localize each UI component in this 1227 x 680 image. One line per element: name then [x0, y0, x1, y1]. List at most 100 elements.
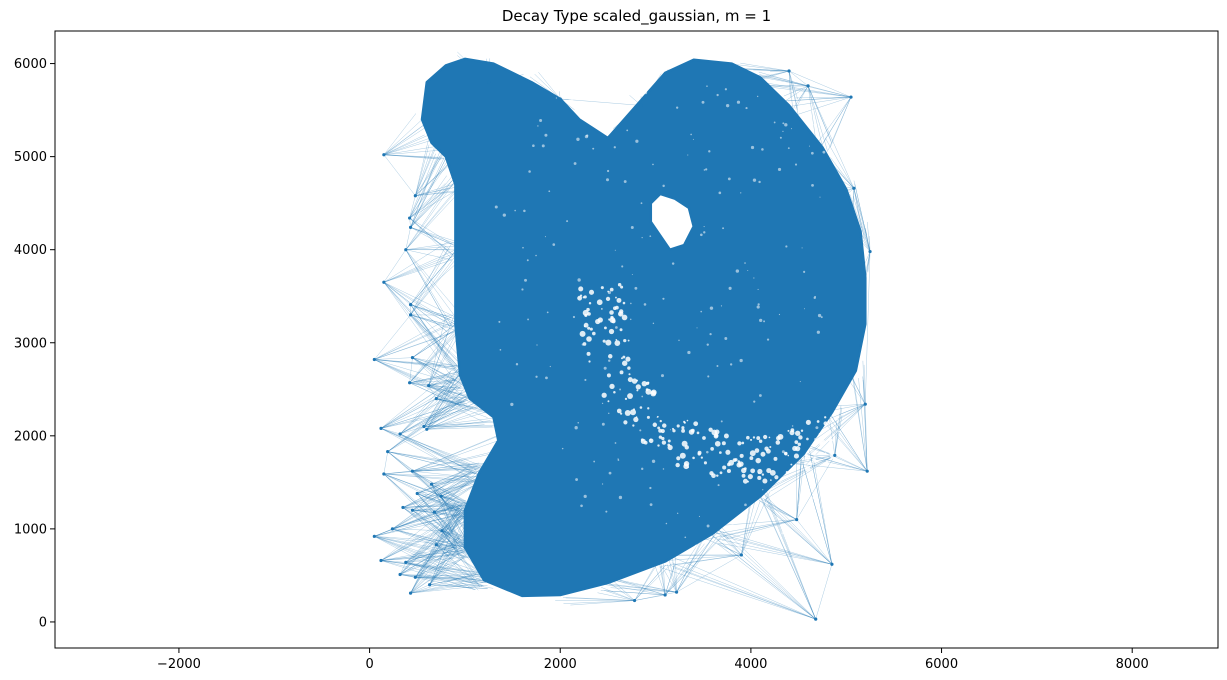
gap-dot-186 [613, 306, 617, 311]
left-edge-22-1-4 [440, 470, 485, 497]
gap-dot-69 [616, 297, 622, 303]
gap-speck-126 [717, 484, 720, 487]
right-edge-12-0-2 [667, 564, 677, 593]
gap-dot-223 [747, 474, 753, 480]
gap-dot-115 [738, 461, 744, 467]
right-edge-16-2-1 [534, 74, 561, 100]
gap-speck-130 [669, 429, 671, 431]
gap-speck-81 [527, 318, 529, 321]
gap-dot-92 [790, 463, 793, 466]
gap-dot-158 [774, 475, 779, 480]
left-edge-14-2-2 [400, 433, 475, 474]
right-edge-9-1-1 [813, 461, 833, 565]
gap-dot-61 [787, 429, 790, 432]
right-edge-13-1-4 [634, 563, 672, 601]
gap-speck-64 [761, 148, 764, 151]
gap-speck-69 [528, 170, 531, 173]
gap-dot-112 [808, 456, 811, 459]
left-edge-28-2-3 [441, 530, 477, 575]
gap-dot-55 [627, 377, 633, 383]
right-point-12 [674, 590, 679, 594]
gap-speck-174 [514, 209, 516, 212]
left-edge-4-1-1 [405, 192, 460, 250]
right-edge-12-2-3 [676, 527, 720, 593]
left-edge-12-1-0 [436, 383, 468, 399]
gap-dot-81 [789, 430, 795, 436]
left-edge-27-2-3 [392, 482, 473, 530]
gap-dot-210 [766, 468, 772, 474]
gap-speck-6 [781, 93, 784, 97]
gap-speck-85 [677, 512, 679, 514]
left-edge-16-1-4 [426, 385, 468, 430]
left-edge-0-1-1 [383, 125, 429, 155]
left-point-22 [439, 494, 443, 498]
gap-dot-162 [750, 468, 756, 474]
gap-dot-0 [824, 452, 827, 455]
gap-dot-20 [716, 474, 719, 477]
gap-dot-137 [784, 452, 788, 456]
gap-speck-177 [781, 532, 784, 535]
left-edge-33-1-2 [436, 509, 462, 545]
left-edge-31-1-3 [400, 574, 484, 581]
gap-dot-94 [608, 318, 611, 321]
left-edge-34-0-3 [410, 548, 474, 594]
left-edge-15-2-4 [423, 416, 504, 427]
right-edge-8-2-4 [722, 519, 797, 541]
gap-dot-86 [693, 421, 699, 427]
gap-speck-112 [652, 322, 655, 325]
left-edge-4-1-3 [405, 185, 460, 250]
left-point-6 [408, 303, 413, 307]
gap-speck-173 [649, 503, 653, 507]
gap-speck-124 [808, 145, 811, 147]
gap-speck-35 [724, 88, 727, 91]
left-edge-1-2-3 [415, 133, 430, 196]
gap-dot-51 [681, 426, 685, 430]
left-point-29 [379, 558, 383, 563]
right-edge-10-2-0 [670, 565, 816, 620]
left-edge-32-2-1 [415, 502, 462, 578]
gap-dot-152 [619, 370, 624, 375]
right-edge-6-1-2 [823, 418, 868, 472]
left-edge-23-0-4 [402, 507, 474, 521]
gap-dot-5 [625, 356, 631, 362]
left-chain-edge-17 [387, 429, 427, 452]
left-point-14 [398, 432, 402, 436]
gap-dot-66 [719, 471, 723, 475]
left-edge-34-2-0 [410, 518, 457, 594]
gap-speck-104 [752, 178, 757, 182]
gap-speck-175 [631, 273, 633, 275]
right-edge-11-1-3 [741, 500, 751, 555]
right-edge-6-1-0 [821, 419, 868, 472]
left-edge-1-0-4 [415, 190, 461, 196]
gap-dot-19 [633, 416, 639, 423]
gap-dot-174 [643, 440, 648, 445]
gap-speck-218 [641, 395, 644, 398]
left-edge-5-2-2 [383, 282, 458, 366]
gap-dot-82 [627, 393, 633, 399]
left-edge-13-1-3 [380, 365, 458, 429]
gap-dot-169 [681, 440, 688, 447]
left-edge-19-1-2 [412, 462, 480, 472]
left-edge-31-2-1 [399, 507, 459, 575]
gap-speck-155 [575, 478, 578, 481]
gap-dot-212 [824, 416, 827, 419]
gap-dot-232 [586, 307, 590, 312]
gap-dot-226 [728, 459, 735, 466]
left-chain-edge-18 [383, 451, 388, 475]
gap-speck-98 [724, 337, 728, 340]
left-edge-27-2-2 [392, 478, 487, 530]
left-point-3 [408, 225, 413, 229]
gap-speck-25 [815, 426, 819, 430]
left-edge-2-1-0 [409, 177, 457, 219]
right-edge-6-2-0 [858, 378, 868, 472]
right-edge-4-1-2 [867, 251, 871, 273]
gap-speck-71 [584, 378, 587, 381]
left-chain-edge-23 [402, 496, 442, 508]
gap-speck-54 [806, 457, 810, 461]
left-edge-8-2-1 [374, 359, 463, 408]
right-edge-7-1-1 [834, 421, 837, 456]
right-edge-13-2-2 [563, 600, 635, 604]
left-edge-14-1-0 [399, 368, 459, 435]
gap-dot-201 [652, 422, 658, 427]
left-chain-edge-34 [410, 544, 437, 594]
